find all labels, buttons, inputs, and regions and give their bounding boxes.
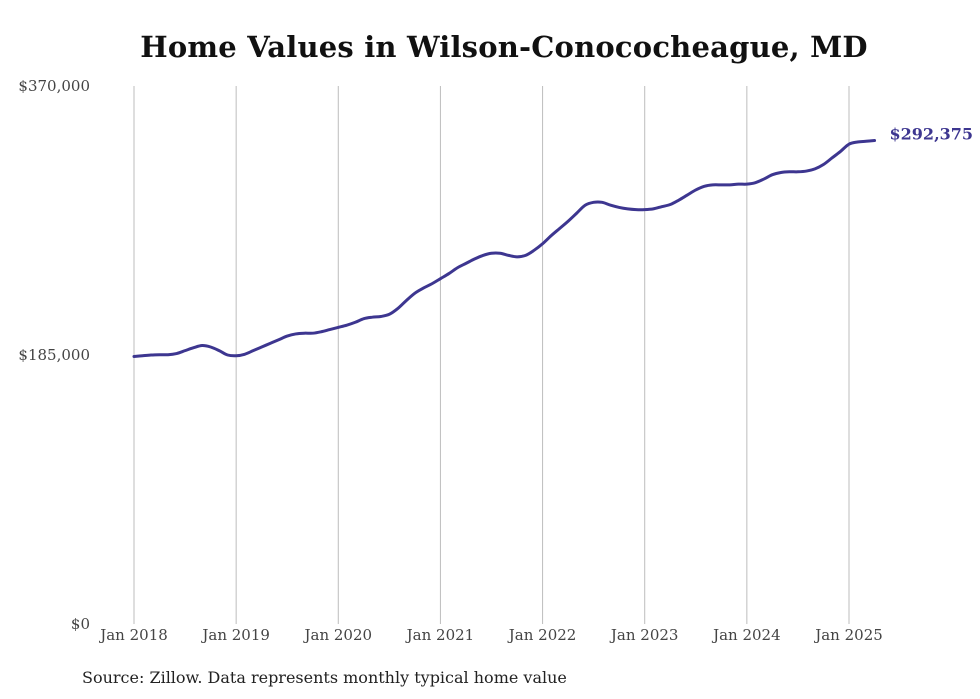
x-tick-label: Jan 2020 bbox=[303, 626, 373, 644]
y-axis-ticks: $0 $185,000 $370,000 bbox=[18, 77, 90, 633]
y-tick-label: $370,000 bbox=[18, 77, 90, 95]
x-tick-label: Jan 2018 bbox=[98, 626, 168, 644]
source-note: Source: Zillow. Data represents monthly … bbox=[82, 668, 567, 687]
x-tick-label: Jan 2025 bbox=[813, 626, 883, 644]
series-line bbox=[132, 139, 877, 358]
x-tick-label: Jan 2019 bbox=[200, 626, 270, 644]
y-tick-label: $185,000 bbox=[18, 346, 90, 364]
annotation-layer: $292,375 bbox=[890, 125, 974, 144]
x-tick-label: Jan 2023 bbox=[609, 626, 679, 644]
x-axis-ticks: Jan 2018 Jan 2019 Jan 2020 Jan 2021 Jan 2022… bbox=[98, 626, 883, 644]
x-tick-label: Jan 2024 bbox=[711, 626, 781, 644]
x-tick-label: Jan 2021 bbox=[405, 626, 475, 644]
series-layer bbox=[132, 139, 877, 358]
chart-title: Home Values in Wilson-Conococheague, MD bbox=[140, 30, 868, 64]
y-tick-label: $0 bbox=[71, 615, 90, 633]
x-tick-label: Jan 2022 bbox=[507, 626, 577, 644]
end-value-label: $292,375 bbox=[890, 125, 974, 144]
